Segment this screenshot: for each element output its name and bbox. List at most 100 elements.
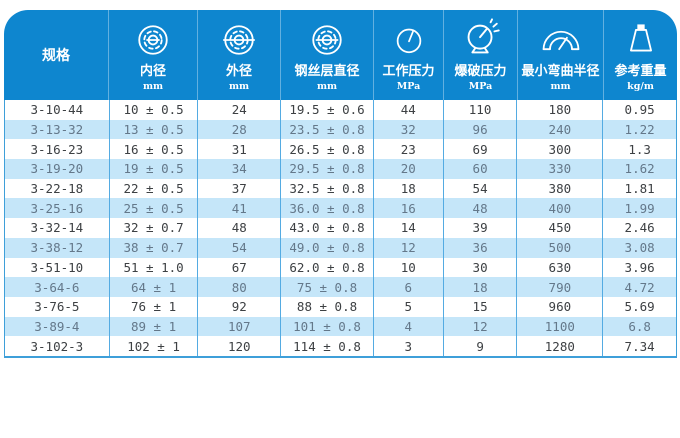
cell-spec: 3-16-23: [30, 141, 84, 157]
col-label-burst-pressure: 爆破压力: [454, 63, 507, 78]
cell-outer-diameter: 80: [197, 277, 280, 297]
col-label-bend-radius: 最小弯曲半径: [521, 63, 600, 78]
table-row: 3-25-16 25 ± 0.5 41 36.0 ± 0.8 16 48 400…: [5, 198, 676, 219]
cell-working-pressure: 5: [372, 296, 443, 317]
cell-wire-layer-diameter: 32.5 ± 0.8: [280, 178, 373, 199]
inner-diameter-icon: [111, 17, 195, 63]
pressure-gauge-icon: [376, 17, 441, 63]
cell-inner-diameter: 102 ± 1: [108, 336, 198, 356]
col-header-wire-layer-diameter: 钢丝层直径 mm: [280, 10, 373, 100]
cell-burst-pressure: 69: [442, 139, 517, 160]
cell-spec: 3-76-5: [34, 299, 80, 315]
cell-burst-pressure: 12: [442, 316, 517, 337]
cell-wire-layer-diameter: 19.5 ± 0.6: [280, 100, 373, 120]
table-row: 3-76-5 76 ± 1 92 88 ± 0.8 5 15 960 5.69: [5, 296, 676, 317]
col-unit-burst-pressure: MPa: [468, 81, 493, 92]
cell-outer-diameter: 67: [197, 257, 280, 278]
cell-burst-pressure: 96: [442, 119, 517, 140]
cell-inner-diameter: 89 ± 1: [108, 316, 198, 337]
bend-radius-icon: [520, 17, 601, 63]
cell-working-pressure: 12: [372, 237, 443, 258]
cell-ref-weight: 1.22: [602, 119, 676, 140]
col-unit-inner-diameter: mm: [142, 81, 164, 92]
cell-bend-radius: 960: [516, 296, 602, 317]
col-label-spec: 规格: [42, 47, 70, 63]
cell-spec: 3-10-44: [30, 102, 84, 118]
cell-working-pressure: 4: [372, 316, 443, 337]
cell-working-pressure: 32: [372, 119, 443, 140]
table-row: 3-102-3 102 ± 1 120 114 ± 0.8 3 9 1280 7…: [5, 336, 676, 356]
col-header-outer-diameter: 外径 mm: [197, 10, 280, 100]
cell-outer-diameter: 54: [197, 237, 280, 258]
cell-working-pressure: 44: [372, 100, 443, 120]
cell-bend-radius: 630: [516, 257, 602, 278]
hose-spec-table: 规格 内径 mm: [4, 10, 677, 358]
cell-wire-layer-diameter: 23.5 ± 0.8: [280, 119, 373, 140]
cell-inner-diameter: 64 ± 1: [108, 277, 198, 297]
cell-inner-diameter: 16 ± 0.5: [108, 139, 198, 160]
cell-working-pressure: 10: [372, 257, 443, 278]
wire-layer-diameter-icon: [283, 17, 371, 63]
cell-ref-weight: 2.46: [602, 218, 676, 238]
cell-working-pressure: 16: [372, 198, 443, 219]
cell-outer-diameter: 107: [197, 316, 280, 337]
col-label-ref-weight: 参考重量: [614, 63, 667, 78]
cell-wire-layer-diameter: 62.0 ± 0.8: [280, 257, 373, 278]
cell-bend-radius: 180: [516, 100, 602, 120]
burst-gauge-icon: [446, 17, 515, 63]
table-row: 3-19-20 19 ± 0.5 34 29.5 ± 0.8 20 60 330…: [5, 159, 676, 179]
cell-ref-weight: 1.3: [602, 139, 676, 160]
table-row: 3-13-32 13 ± 0.5 28 23.5 ± 0.8 32 96 240…: [5, 119, 676, 140]
cell-inner-diameter: 25 ± 0.5: [108, 198, 198, 219]
cell-spec: 3-19-20: [30, 161, 84, 177]
cell-wire-layer-diameter: 49.0 ± 0.8: [280, 237, 373, 258]
cell-spec: 3-13-32: [30, 122, 84, 138]
cell-ref-weight: 3.96: [602, 257, 676, 278]
cell-outer-diameter: 34: [197, 159, 280, 179]
cell-bend-radius: 450: [516, 218, 602, 238]
cell-burst-pressure: 36: [442, 237, 517, 258]
col-label-wire-layer-diameter: 钢丝层直径: [294, 63, 360, 78]
cell-burst-pressure: 18: [442, 277, 517, 297]
cell-burst-pressure: 9: [442, 336, 517, 356]
cell-ref-weight: 4.72: [602, 277, 676, 297]
col-header-bend-radius: 最小弯曲半径 mm: [517, 10, 603, 100]
cell-working-pressure: 6: [372, 277, 443, 297]
cell-wire-layer-diameter: 29.5 ± 0.8: [280, 159, 373, 179]
table-header: 规格 内径 mm: [4, 10, 677, 100]
cell-spec: 3-32-14: [30, 220, 84, 236]
table-body: 3-10-44 10 ± 0.5 24 19.5 ± 0.6 44 110 18…: [4, 100, 677, 358]
cell-wire-layer-diameter: 43.0 ± 0.8: [280, 218, 373, 238]
col-header-burst-pressure: 爆破压力 MPa: [443, 10, 517, 100]
cell-wire-layer-diameter: 75 ± 0.8: [280, 277, 373, 297]
cell-inner-diameter: 22 ± 0.5: [108, 178, 198, 199]
cell-bend-radius: 790: [516, 277, 602, 297]
table-row: 3-16-23 16 ± 0.5 31 26.5 ± 0.8 23 69 300…: [5, 139, 676, 160]
cell-burst-pressure: 30: [442, 257, 517, 278]
cell-inner-diameter: 76 ± 1: [108, 296, 198, 317]
table-row: 3-51-10 51 ± 1.0 67 62.0 ± 0.8 10 30 630…: [5, 257, 676, 278]
cell-ref-weight: 1.99: [602, 198, 676, 219]
col-unit-wire-layer-diameter: mm: [316, 81, 338, 92]
cell-outer-diameter: 120: [197, 336, 280, 356]
cell-inner-diameter: 13 ± 0.5: [108, 119, 198, 140]
cell-inner-diameter: 32 ± 0.7: [108, 218, 198, 238]
cell-inner-diameter: 51 ± 1.0: [108, 257, 198, 278]
table-row: 3-32-14 32 ± 0.7 48 43.0 ± 0.8 14 39 450…: [5, 218, 676, 238]
col-unit-bend-radius: mm: [550, 81, 571, 92]
cell-inner-diameter: 38 ± 0.7: [108, 237, 198, 258]
cell-spec: 3-64-6: [34, 279, 80, 295]
col-unit-ref-weight: kg/m: [627, 81, 654, 92]
cell-burst-pressure: 110: [442, 100, 517, 120]
cell-ref-weight: 1.62: [602, 159, 676, 179]
cell-working-pressure: 20: [372, 159, 443, 179]
col-label-inner-diameter: 内径: [139, 63, 166, 78]
cell-wire-layer-diameter: 26.5 ± 0.8: [280, 139, 373, 160]
cell-wire-layer-diameter: 114 ± 0.8: [280, 336, 373, 356]
cell-outer-diameter: 24: [197, 100, 280, 120]
cell-working-pressure: 14: [372, 218, 443, 238]
cell-spec: 3-25-16: [30, 200, 84, 216]
cell-spec: 3-51-10: [30, 259, 84, 275]
col-header-inner-diameter: 内径 mm: [108, 10, 197, 100]
